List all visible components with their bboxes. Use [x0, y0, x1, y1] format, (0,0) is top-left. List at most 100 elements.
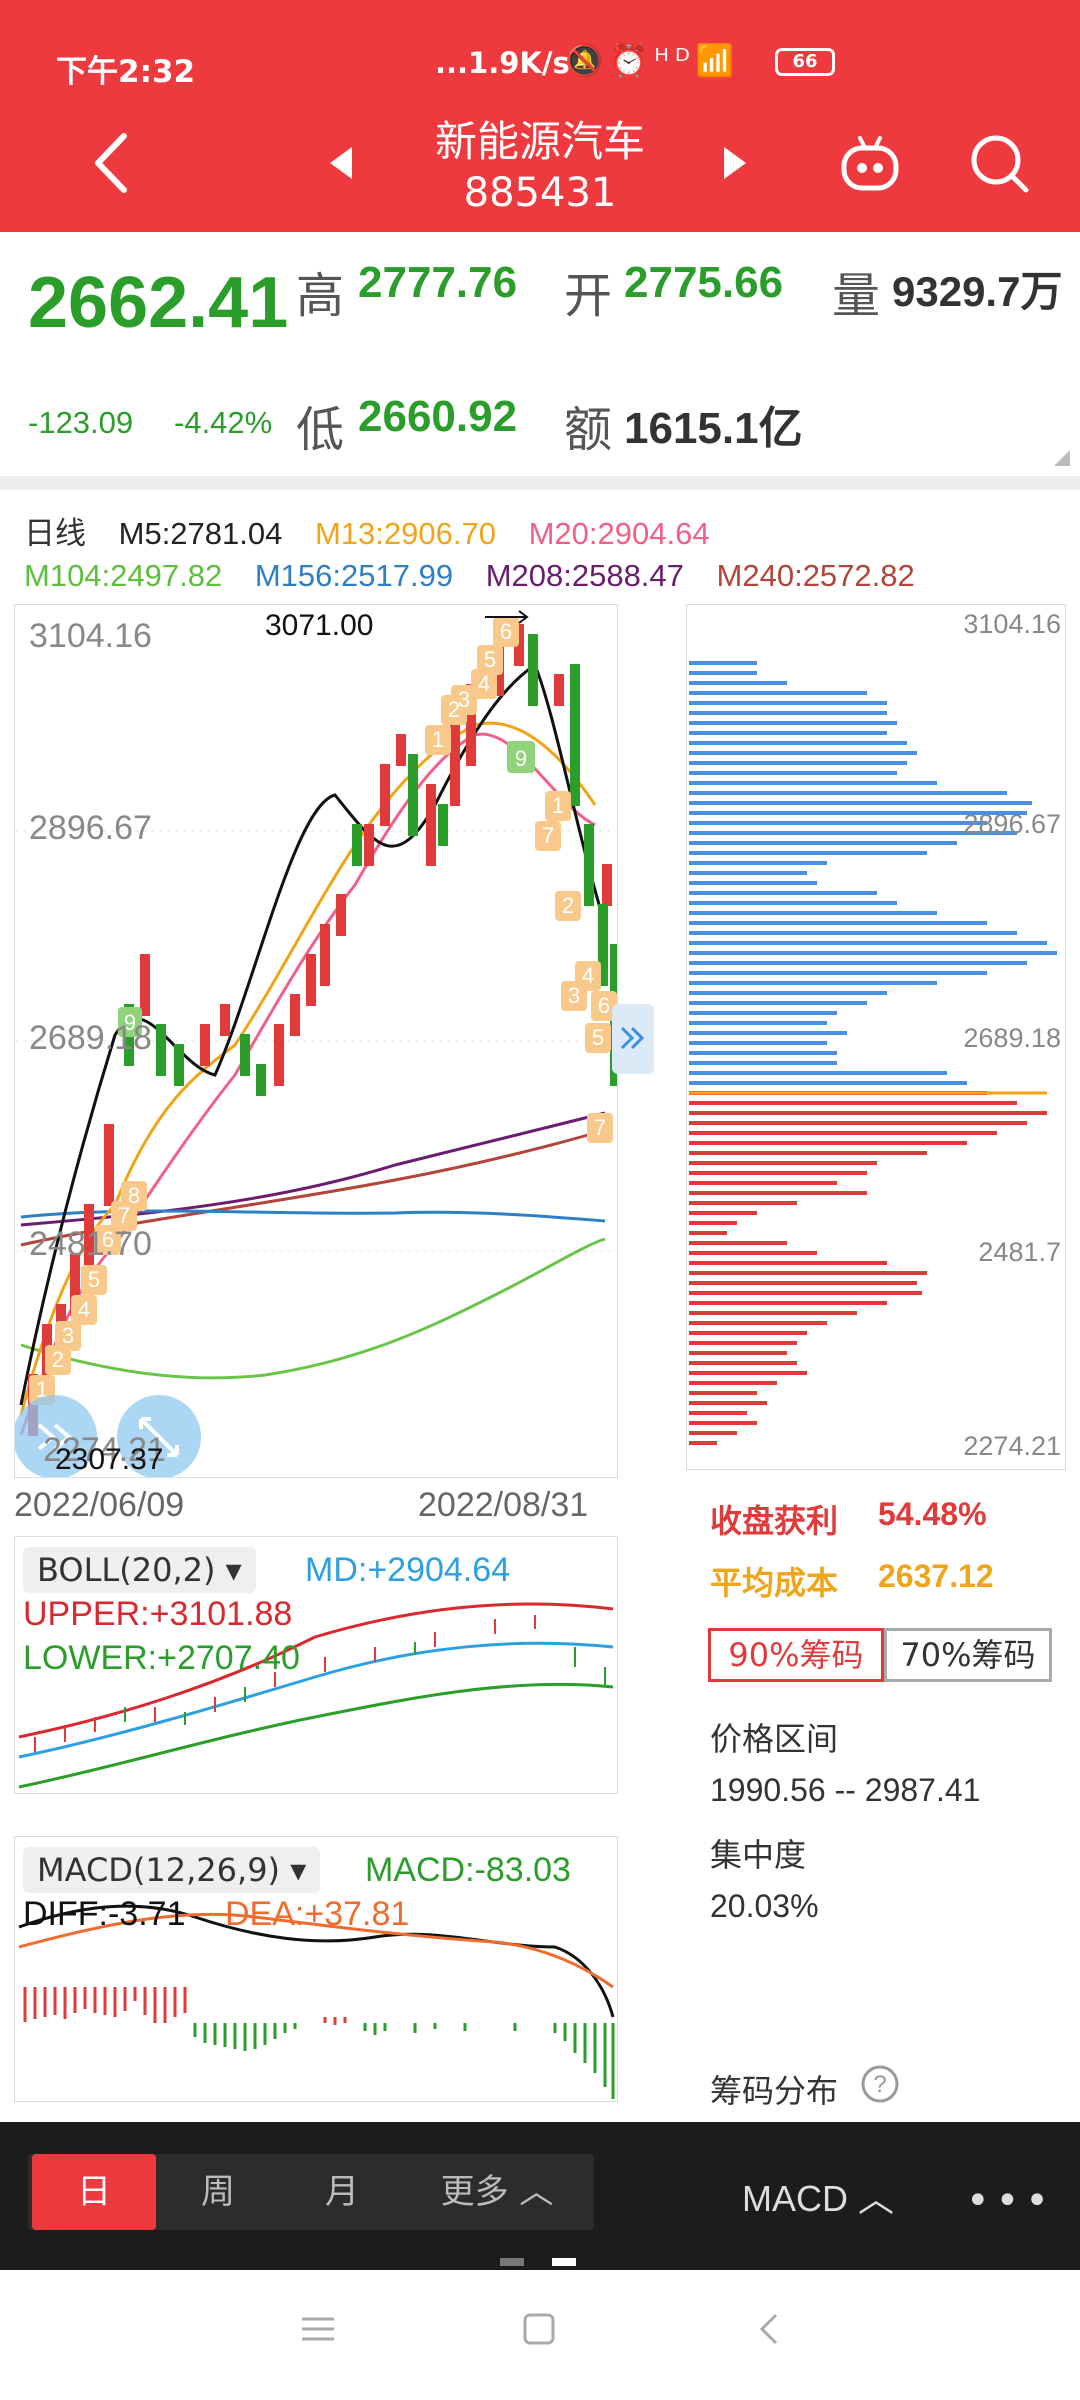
page-indicator [500, 2258, 576, 2266]
chip-distribution-chart[interactable]: 3104.16 2896.67 2689.18 2481.7 2274.21 [686, 604, 1066, 1470]
status-icons: 🔕⏰ᴴᴰ📶 [565, 43, 741, 79]
svg-text:3: 3 [568, 983, 580, 1008]
boll-svg [18, 1602, 614, 1789]
indicator-selector[interactable]: MACD ︿ [742, 2178, 894, 2219]
svg-text:5: 5 [484, 647, 496, 672]
volume-value: 9329.7万 [892, 268, 1063, 315]
chip-90-button[interactable]: 90%筹码 [708, 1628, 884, 1682]
prev-stock-icon[interactable] [326, 143, 356, 183]
boll-selector[interactable]: BOLL(20,2) ▾ [23, 1547, 256, 1593]
macd-panel[interactable]: MACD(12,26,9) ▾ MACD:-83.03 DIFF:-3.71 D… [14, 1836, 618, 2102]
macd-dea: DEA:+37.81 [225, 1895, 410, 1933]
more-options-icon[interactable]: ••• [966, 2178, 1055, 2224]
date-end: 2022/08/31 [418, 1486, 589, 1524]
range-label: 价格区间 [710, 1721, 839, 1757]
svg-text:7: 7 [118, 1203, 130, 1228]
profit-label: 收盘获利 [710, 1502, 839, 1540]
section-divider [0, 476, 1080, 490]
status-bar: 下午2:32 ...1.9K/s 🔕⏰ᴴᴰ📶 66 [0, 0, 1080, 120]
amount-value: 1615.1亿 [624, 404, 803, 453]
change-percent: -4.42% [174, 405, 273, 440]
svg-text:5: 5 [88, 1267, 100, 1292]
macd-value: MACD:-83.03 [365, 1851, 571, 1889]
quote-panel [0, 232, 1080, 476]
concentration-value: 20.03% [710, 1888, 819, 1924]
chip-y-label-3: 2689.18 [963, 1023, 1061, 1053]
ma240-value: M240:2572.82 [716, 558, 915, 593]
macd-selector-label: MACD(12,26,9) [37, 1851, 281, 1889]
back-icon[interactable] [86, 128, 136, 198]
open-label: 开 [564, 268, 613, 324]
ma5-value: M5:2781.04 [118, 516, 283, 551]
date-start: 2022/06/09 [14, 1486, 185, 1524]
next-stock-icon[interactable] [720, 143, 750, 183]
svg-text:9: 9 [124, 1010, 136, 1035]
ma20-value: M20:2904.64 [528, 516, 710, 551]
period-month-tab[interactable]: 月 [325, 2172, 359, 2212]
header-bar: 下午2:32 ...1.9K/s 🔕⏰ᴴᴰ📶 66 新能源汽车 885431 [0, 0, 1080, 232]
chip-y-label-2: 2896.67 [963, 809, 1061, 839]
amount-label: 额 [564, 402, 613, 458]
svg-text:7: 7 [594, 1115, 606, 1140]
y-label-4: 2481.70 [29, 1225, 152, 1263]
robot-assistant-icon[interactable] [838, 132, 902, 196]
menu-icon[interactable] [300, 2314, 336, 2344]
macd-diff: DIFF:-3.71 [23, 1895, 186, 1933]
svg-text:1: 1 [432, 727, 444, 752]
svg-text:6: 6 [500, 619, 512, 644]
status-time: 下午2:32 [56, 54, 196, 90]
ma13-value: M13:2906.70 [314, 516, 496, 551]
chip-y-label-bottom: 2274.21 [963, 1431, 1061, 1461]
back-nav-icon[interactable] [756, 2312, 780, 2346]
svg-text:1: 1 [552, 793, 564, 818]
change-value: -123.09 [28, 405, 134, 440]
avg-cost-value: 2637.12 [878, 1558, 994, 1594]
ma104-value: M104:2497.82 [24, 558, 223, 593]
macd-selector[interactable]: MACD(12,26,9) ▾ [23, 1847, 321, 1893]
home-icon[interactable] [522, 2312, 556, 2346]
high-mark: 3071.00 [265, 609, 374, 642]
search-icon[interactable] [968, 132, 1032, 196]
profit-value: 54.48% [878, 1496, 987, 1532]
svg-text:7: 7 [542, 823, 554, 848]
svg-text:4: 4 [478, 671, 490, 696]
chip-70-button[interactable]: 70%筹码 [884, 1628, 1052, 1682]
boll-panel[interactable]: BOLL(20,2) ▾ MD:+2904.64 UPPER:+3101.88 … [14, 1536, 618, 1794]
ma156-value: M156:2517.99 [254, 558, 454, 593]
boll-selector-label: BOLL(20,2) [37, 1551, 216, 1589]
y-label-bottom: 2274.21 [43, 1431, 166, 1469]
svg-text:6: 6 [598, 993, 610, 1018]
boll-md: MD:+2904.64 [305, 1551, 511, 1589]
expand-corner-icon[interactable] [1054, 450, 1070, 466]
svg-text:8: 8 [128, 1183, 140, 1208]
help-icon[interactable]: ? [860, 2064, 900, 2104]
stock-code: 885431 [463, 170, 617, 216]
chip-distribution-label: 筹码分布 [710, 2073, 839, 2109]
period-more-tab[interactable]: 更多 ︿ [440, 2172, 554, 2212]
avg-cost-label: 平均成本 [710, 1564, 839, 1602]
svg-text:9: 9 [515, 746, 527, 771]
concentration-label: 集中度 [710, 1837, 807, 1873]
macd-svg [18, 1904, 615, 2099]
low-value: 2660.92 [358, 392, 518, 441]
battery-icon: 66 [775, 48, 835, 76]
ma-row-2: M104:2497.82 M156:2517.99 M208:2588.47 M… [24, 558, 939, 594]
low-mark: 2307.37 [55, 1443, 164, 1476]
y-label-top: 3104.16 [29, 617, 152, 655]
low-label: 低 [296, 402, 345, 458]
ma208-value: M208:2588.47 [485, 558, 684, 593]
expand-chart-icon[interactable] [612, 1004, 654, 1074]
range-value: 1990.56 -- 2987.41 [710, 1772, 981, 1808]
period-week-tab[interactable]: 周 [201, 2172, 235, 2212]
boll-upper: UPPER:+3101.88 [23, 1595, 293, 1633]
chip-bars [689, 661, 1057, 1445]
period-day-tab[interactable]: 日 [32, 2154, 156, 2230]
svg-text:4: 4 [78, 1297, 90, 1322]
system-nav-bar [0, 2270, 1080, 2400]
high-value: 2777.76 [358, 258, 518, 307]
svg-text:1: 1 [36, 1377, 48, 1402]
network-speed: ...1.9K/s [435, 46, 570, 80]
